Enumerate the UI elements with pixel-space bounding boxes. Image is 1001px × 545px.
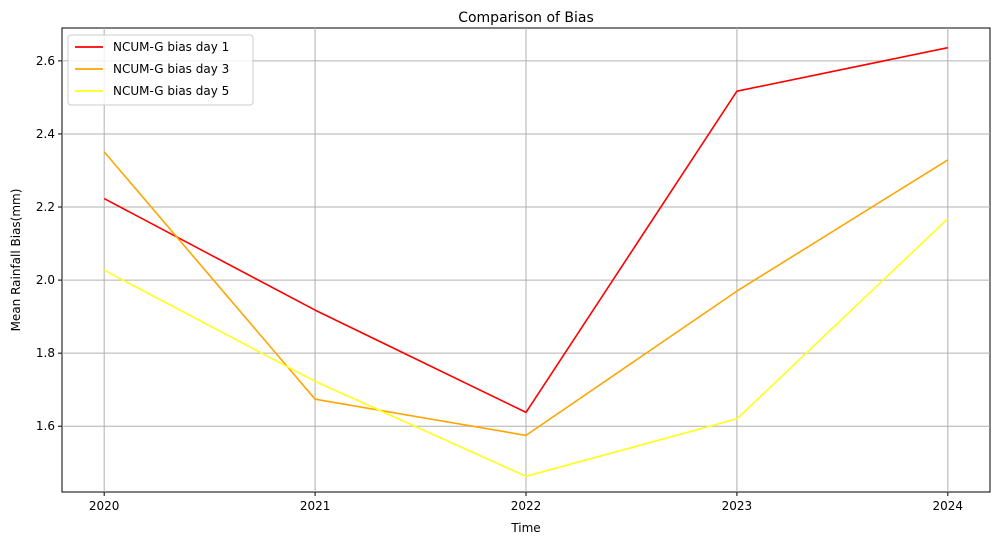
legend-label: NCUM-G bias day 1 — [113, 40, 229, 54]
x-tick-label: 2020 — [89, 499, 120, 513]
y-tick-label: 2.2 — [36, 200, 55, 214]
chart-title: Comparison of Bias — [458, 10, 594, 26]
legend-label: NCUM-G bias day 5 — [113, 84, 229, 98]
legend: NCUM-G bias day 1 NCUM-G bias day 3 NCUM-G… — [67, 34, 254, 106]
legend-items: NCUM-G bias day 1 NCUM-G bias day 3 NCUM-G… — [75, 40, 229, 98]
axis-ticks: 2020 2021 2022 2023 2024 1.6 1.8 2.0 2.2 2.4 2.6 — [36, 54, 963, 513]
x-axis-label: Time — [510, 521, 540, 535]
x-tick-label: 2021 — [300, 499, 331, 513]
y-axis-label: Mean Rainfall Bias(mm) — [9, 189, 23, 332]
y-tick-label: 2.6 — [36, 54, 55, 68]
x-tick-label: 2023 — [722, 499, 753, 513]
y-tick-label: 1.8 — [36, 346, 55, 360]
y-tick-label: 2.4 — [36, 127, 55, 141]
grid-lines — [62, 28, 990, 492]
x-tick-label: 2024 — [933, 499, 964, 513]
x-tick-label: 2022 — [511, 499, 542, 513]
legend-label: NCUM-G bias day 3 — [113, 62, 229, 76]
legend-box — [67, 34, 254, 106]
y-tick-label: 2.0 — [36, 273, 55, 287]
series-lines — [103, 46, 949, 478]
y-tick-label: 1.6 — [36, 419, 55, 433]
